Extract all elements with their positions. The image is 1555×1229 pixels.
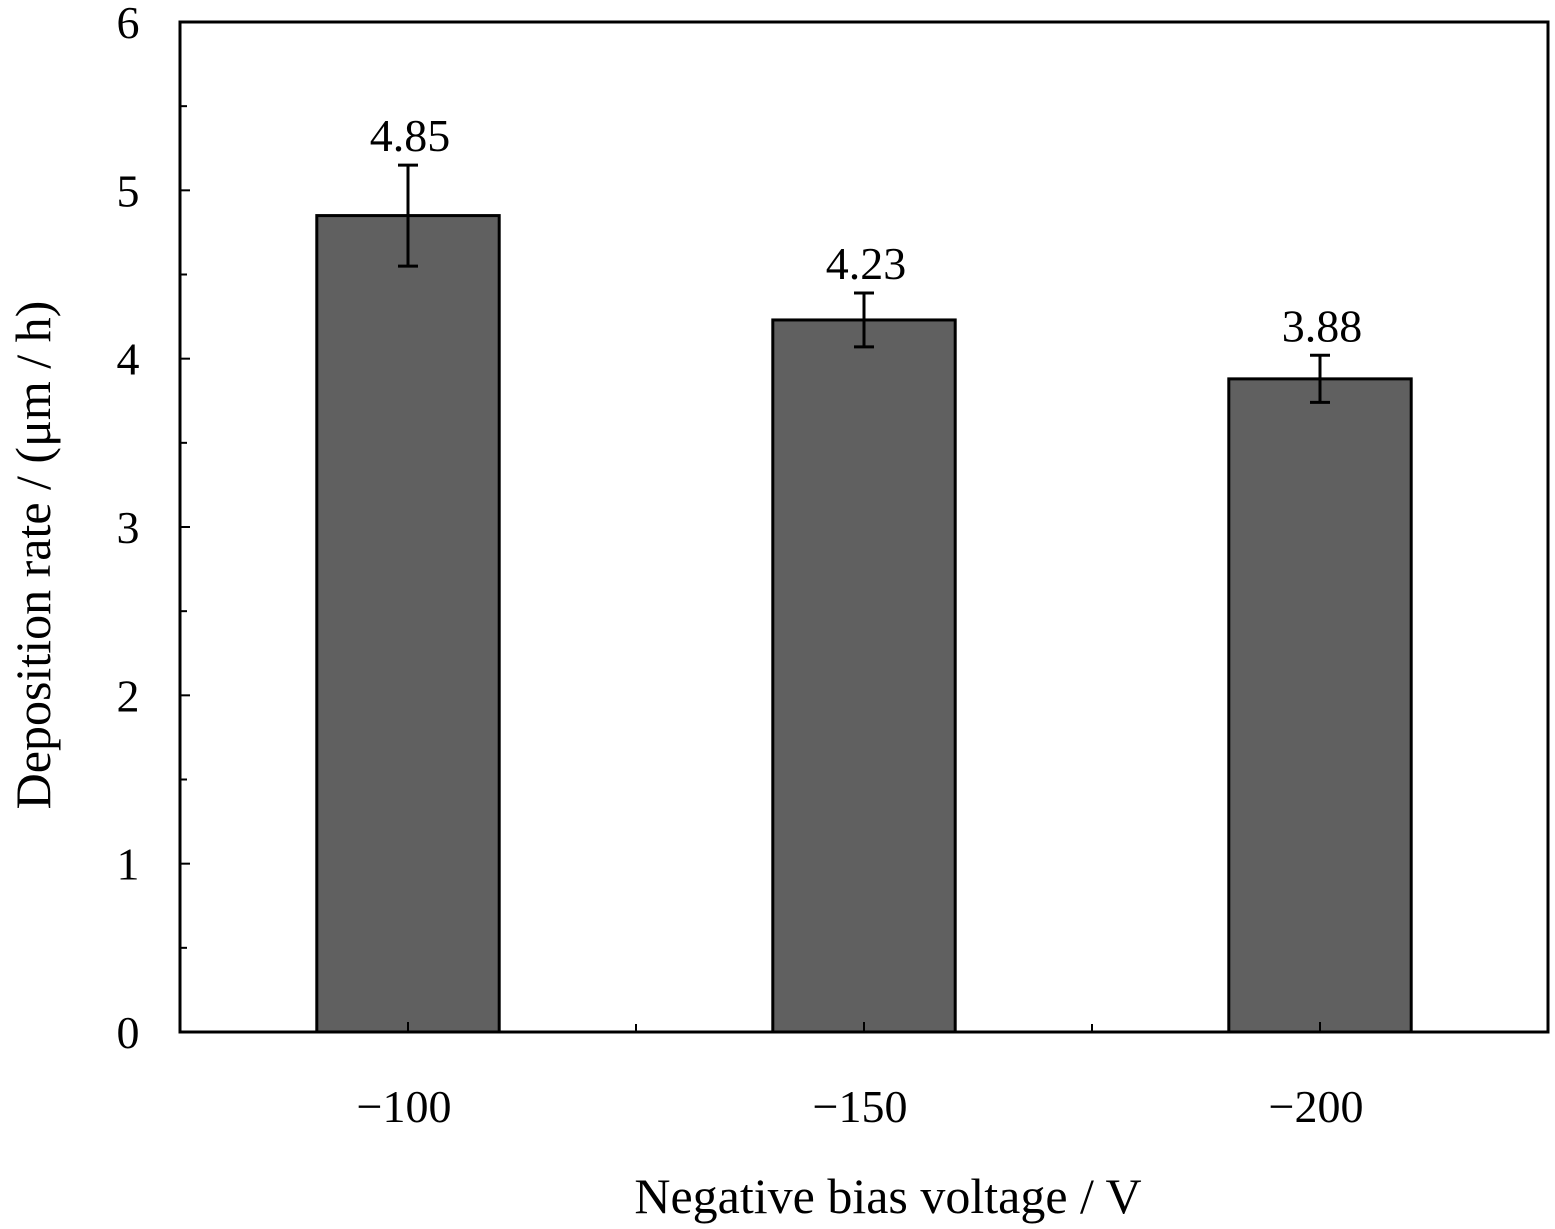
x-axis-label: Negative bias voltage / V	[634, 1168, 1141, 1224]
bar	[771, 318, 957, 1034]
data-label: 3.88	[1282, 300, 1363, 351]
data-labels: 4.85 4.23 3.88	[370, 110, 1363, 351]
y-tick-label: 0	[117, 1007, 140, 1058]
y-tick-label: 2	[117, 670, 140, 721]
data-label: 4.23	[826, 238, 907, 289]
bar	[315, 214, 501, 1034]
y-tick-label: 4	[117, 334, 140, 385]
y-tick-label: 5	[117, 165, 140, 216]
x-axis-ticks: −100 −150 −200	[357, 1022, 1364, 1132]
y-tick-label: 3	[117, 502, 140, 553]
y-tick-label: 1	[117, 839, 140, 890]
y-axis-label: Deposition rate / (μm / h)	[5, 301, 61, 810]
y-axis-ticks: 0 1 2 3 4 5 6	[117, 0, 190, 1058]
error-bars	[398, 163, 1330, 404]
x-tick-label: −200	[1269, 1081, 1364, 1132]
bar	[1227, 377, 1413, 1034]
data-label: 4.85	[370, 110, 451, 161]
x-tick-label: −100	[357, 1081, 452, 1132]
x-tick-label: −150	[813, 1081, 908, 1132]
y-tick-label: 6	[117, 0, 140, 48]
